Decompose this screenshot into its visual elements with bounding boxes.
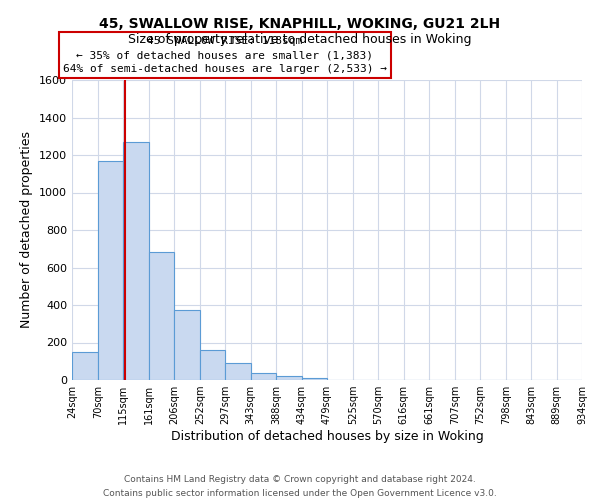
Bar: [200, 350, 225, 380]
Text: Size of property relative to detached houses in Woking: Size of property relative to detached ho…: [128, 32, 472, 46]
Bar: [123, 142, 149, 380]
Bar: [276, 376, 302, 380]
Bar: [302, 378, 327, 380]
Bar: [72, 352, 98, 380]
X-axis label: Distribution of detached houses by size in Woking: Distribution of detached houses by size …: [170, 430, 484, 443]
Text: 45, SWALLOW RISE, KNAPHILL, WOKING, GU21 2LH: 45, SWALLOW RISE, KNAPHILL, WOKING, GU21…: [100, 18, 500, 32]
Text: 45 SWALLOW RISE: 118sqm
← 35% of detached houses are smaller (1,383)
64% of semi: 45 SWALLOW RISE: 118sqm ← 35% of detache…: [63, 36, 387, 74]
Bar: [149, 252, 174, 380]
Bar: [251, 374, 276, 380]
Y-axis label: Number of detached properties: Number of detached properties: [20, 132, 34, 328]
Bar: [98, 160, 123, 380]
Bar: [225, 363, 251, 380]
Bar: [174, 310, 200, 380]
Text: Contains HM Land Registry data © Crown copyright and database right 2024.
Contai: Contains HM Land Registry data © Crown c…: [103, 476, 497, 498]
